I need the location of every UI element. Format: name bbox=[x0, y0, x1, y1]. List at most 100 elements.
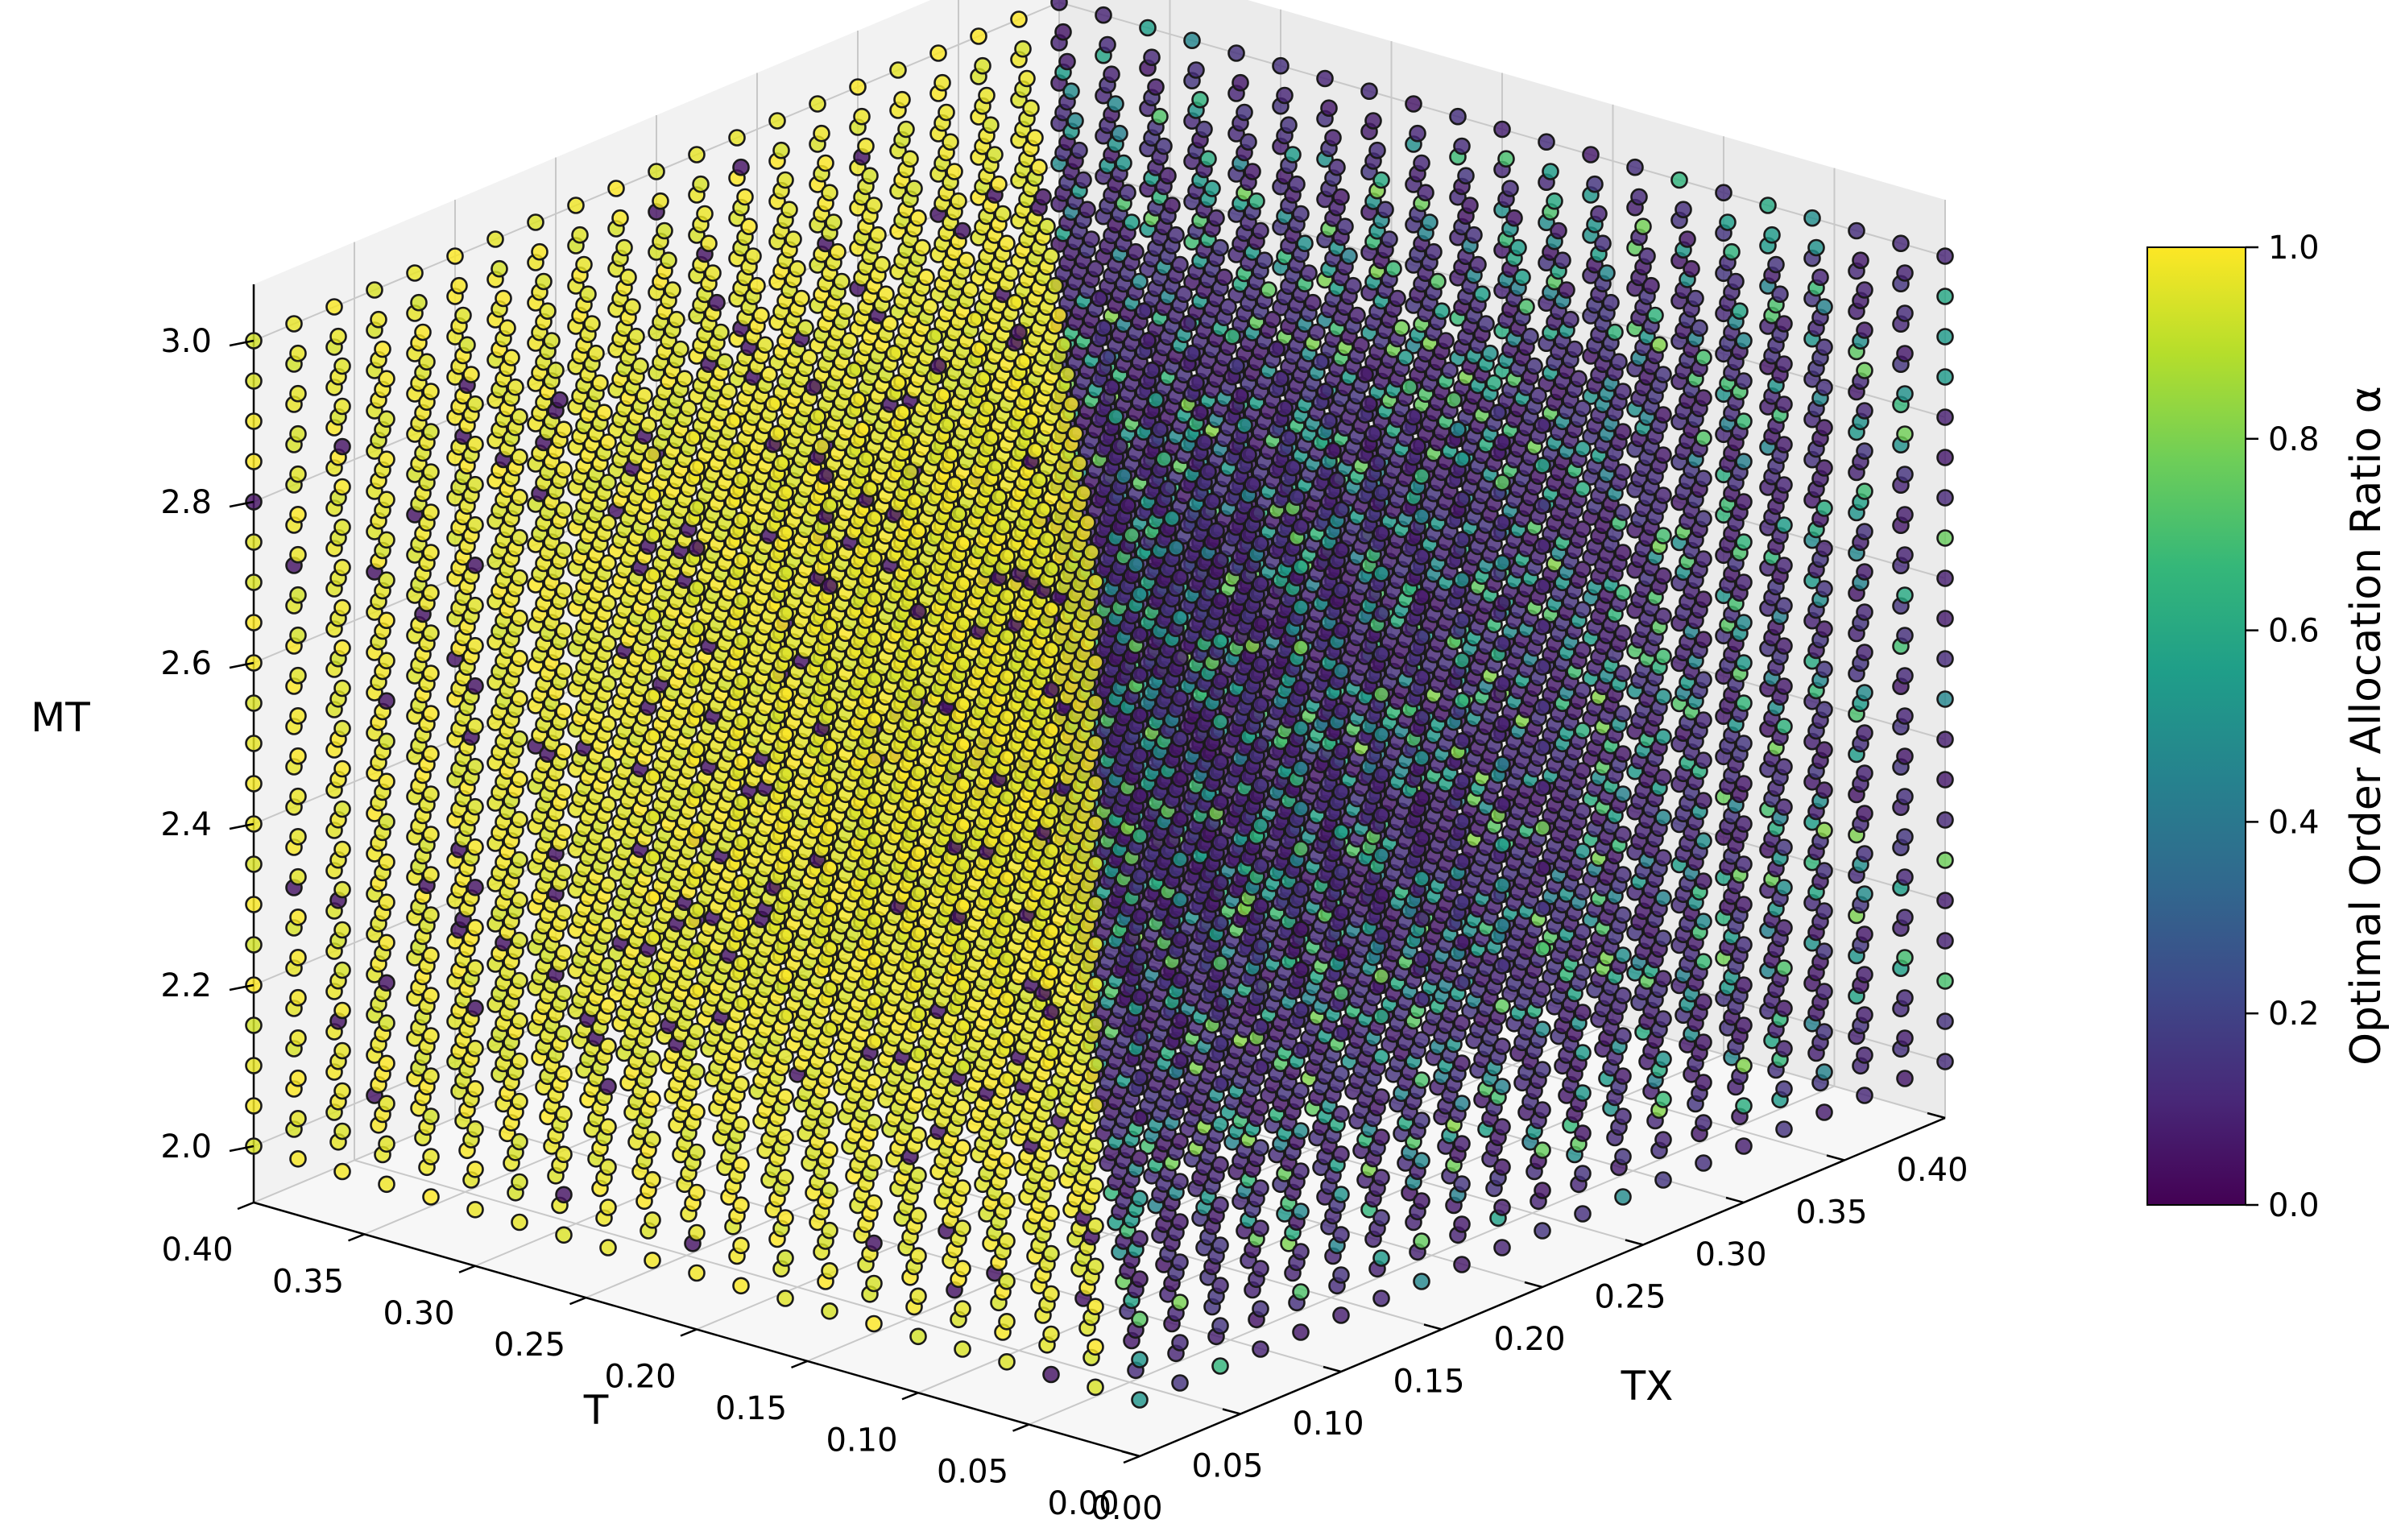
data-point bbox=[1340, 247, 1358, 265]
data-point bbox=[245, 775, 263, 793]
data-point bbox=[289, 988, 307, 1007]
data-point bbox=[893, 90, 911, 109]
data-point bbox=[245, 896, 263, 913]
data-point bbox=[1936, 851, 1954, 869]
data-point bbox=[744, 247, 762, 265]
gridline-t-floor bbox=[1029, 1085, 1835, 1426]
data-point bbox=[571, 226, 589, 244]
data-point bbox=[1091, 289, 1108, 308]
data-point bbox=[289, 1029, 307, 1047]
data-point bbox=[748, 276, 766, 295]
data-point bbox=[1936, 892, 1954, 909]
data-point bbox=[1155, 137, 1173, 155]
data-point bbox=[414, 323, 432, 342]
data-point bbox=[1457, 167, 1475, 184]
data-point bbox=[1546, 192, 1563, 210]
data-point bbox=[1095, 6, 1112, 24]
data-point bbox=[1300, 264, 1318, 282]
data-point bbox=[1078, 201, 1096, 219]
data-point bbox=[813, 124, 830, 143]
data-point bbox=[289, 666, 307, 685]
data-point bbox=[817, 154, 834, 172]
data-point bbox=[1260, 281, 1277, 299]
data-point bbox=[491, 259, 508, 278]
data-point bbox=[1058, 52, 1076, 71]
data-point bbox=[245, 573, 263, 591]
data-point bbox=[873, 255, 891, 274]
data-point bbox=[495, 289, 512, 308]
data-point bbox=[1626, 158, 1644, 176]
data-point bbox=[245, 412, 263, 430]
data-point bbox=[245, 855, 263, 873]
data-point bbox=[289, 828, 307, 846]
data-point bbox=[1598, 264, 1616, 282]
data-point bbox=[664, 281, 681, 299]
data-point bbox=[289, 1150, 307, 1168]
data-point bbox=[1244, 163, 1261, 180]
data-point bbox=[1368, 141, 1386, 159]
data-point bbox=[1634, 217, 1652, 236]
data-point bbox=[825, 213, 842, 231]
data-point bbox=[1316, 69, 1334, 88]
data-point bbox=[1936, 328, 1954, 346]
data-point bbox=[833, 272, 851, 291]
data-point bbox=[1509, 238, 1527, 257]
data-point bbox=[535, 272, 553, 291]
data-point bbox=[285, 315, 303, 333]
data-point bbox=[1936, 731, 1954, 748]
data-point bbox=[1453, 137, 1471, 155]
data-point bbox=[740, 217, 758, 236]
data-point bbox=[668, 310, 685, 329]
data-point bbox=[1409, 124, 1426, 143]
data-point bbox=[857, 137, 875, 155]
data-point bbox=[752, 306, 770, 325]
data-point bbox=[1175, 285, 1193, 304]
data-point bbox=[958, 251, 975, 270]
data-point bbox=[1248, 192, 1265, 210]
data-point bbox=[1147, 78, 1165, 96]
data-point bbox=[1215, 268, 1233, 287]
data-point bbox=[736, 188, 754, 206]
data-point bbox=[1683, 259, 1700, 278]
data-point bbox=[954, 221, 971, 240]
data-point bbox=[1296, 234, 1314, 253]
data-point bbox=[245, 453, 263, 470]
data-point bbox=[905, 180, 923, 197]
data-point bbox=[688, 146, 706, 164]
data-point bbox=[1723, 242, 1741, 261]
data-point bbox=[1018, 69, 1036, 88]
data-point bbox=[978, 86, 996, 105]
data-point bbox=[700, 234, 718, 253]
data-point bbox=[289, 424, 307, 443]
data-point bbox=[245, 694, 263, 712]
data-point bbox=[1276, 86, 1294, 105]
data-point bbox=[1236, 103, 1253, 122]
data-point bbox=[938, 103, 955, 122]
data-point bbox=[789, 259, 806, 278]
data-point bbox=[1936, 529, 1954, 547]
data-point bbox=[772, 141, 790, 159]
data-point bbox=[1674, 201, 1692, 219]
data-point bbox=[877, 285, 895, 304]
data-point bbox=[1292, 205, 1310, 223]
data-point bbox=[579, 285, 597, 304]
data-point bbox=[289, 626, 307, 644]
data-point bbox=[245, 614, 263, 631]
data-point bbox=[1074, 171, 1092, 189]
data-point bbox=[929, 44, 947, 62]
data-point bbox=[1042, 247, 1060, 265]
data-point bbox=[1590, 205, 1608, 223]
data-point bbox=[821, 184, 838, 201]
data-point bbox=[531, 242, 549, 261]
data-point bbox=[1026, 129, 1044, 147]
data-point bbox=[575, 255, 593, 274]
data-point bbox=[1936, 368, 1954, 386]
data-point bbox=[583, 315, 601, 333]
data-point bbox=[728, 129, 746, 147]
data-point bbox=[853, 107, 871, 126]
data-point bbox=[1807, 238, 1825, 257]
data-point bbox=[1715, 184, 1732, 201]
data-point bbox=[1381, 230, 1398, 248]
data-point bbox=[1461, 197, 1479, 214]
data-point bbox=[619, 268, 637, 287]
